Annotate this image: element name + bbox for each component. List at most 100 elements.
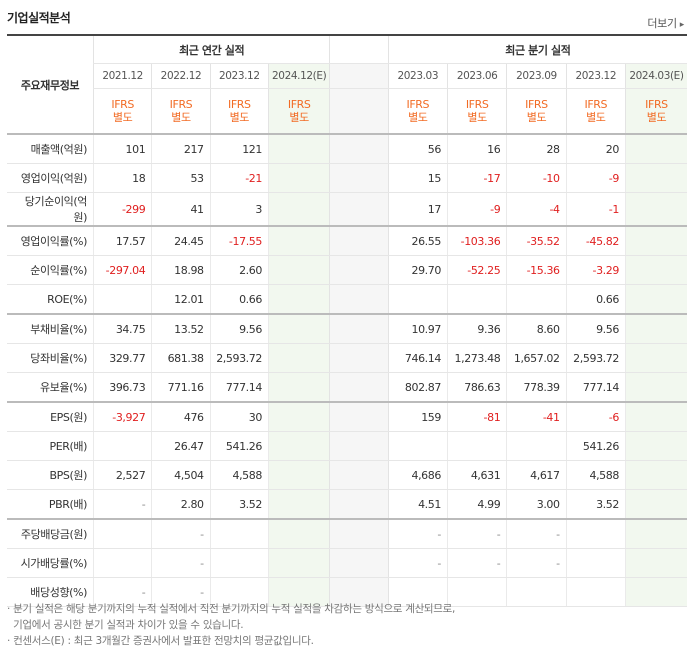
quarter-value-cell: 28 xyxy=(506,133,567,164)
row-label: ROE(%) xyxy=(7,284,94,315)
table-row: 주당배당금(원) - - - - xyxy=(7,518,687,549)
quarter-value-cell xyxy=(446,577,507,607)
group-gap xyxy=(329,577,389,607)
basis-label: IFRS 별도 xyxy=(267,88,330,135)
quarter-value-cell xyxy=(624,284,687,315)
quarter-value-cell xyxy=(506,284,567,315)
quarter-value-cell: - xyxy=(506,548,567,578)
quarter-value-cell: 4,588 xyxy=(565,460,626,490)
annual-value-cell: 18.98 xyxy=(151,255,211,285)
annual-value-cell xyxy=(92,284,152,315)
table-row: EPS(원) -3,927 476 30 159 -81 -41 -6 xyxy=(7,401,687,432)
annual-value-cell xyxy=(267,460,330,490)
annual-group-title: 최근 연간 실적 xyxy=(92,36,330,64)
quarter-value-cell xyxy=(506,431,567,461)
quarter-value-cell: -81 xyxy=(446,401,507,432)
group-gap xyxy=(329,63,389,89)
basis-text: IFRS 별도 xyxy=(287,98,311,124)
annual-value-cell xyxy=(267,372,330,403)
annual-value-cell: 541.26 xyxy=(209,431,269,461)
basis-text: IFRS 별도 xyxy=(525,98,548,124)
annual-value-cell: 24.45 xyxy=(151,225,211,256)
annual-period-header: 2022.12 xyxy=(151,63,211,89)
quarter-value-cell: 777.14 xyxy=(565,372,626,403)
annual-value-cell: 4,588 xyxy=(209,460,269,490)
annual-value-cell: 217 xyxy=(151,133,211,164)
row-label: 당좌비율(%) xyxy=(7,343,94,373)
annual-period-header: 2024.12(E) xyxy=(267,63,330,89)
quarter-value-cell: 4,686 xyxy=(387,460,448,490)
quarter-value-cell xyxy=(624,431,687,461)
annual-value-cell xyxy=(267,192,330,227)
group-gap xyxy=(329,401,389,432)
basis-text: IFRS 별도 xyxy=(645,98,668,124)
quarter-value-cell xyxy=(624,163,687,193)
quarter-value-cell: 8.60 xyxy=(506,313,567,344)
table-row: 당좌비율(%) 329.77 681.38 2,593.72 746.14 1,273.4… xyxy=(7,343,687,373)
quarter-value-cell: -17 xyxy=(446,163,507,193)
annual-value-cell xyxy=(209,518,269,549)
annual-value-cell: 2,527 xyxy=(92,460,152,490)
quarter-value-cell xyxy=(565,577,626,607)
annual-value-cell xyxy=(267,255,330,285)
quarter-value-cell: 3.52 xyxy=(565,489,626,520)
basis-label: IFRS 별도 xyxy=(151,88,211,135)
annual-value-cell xyxy=(209,577,269,607)
group-gap xyxy=(329,460,389,490)
quarter-value-cell: -1 xyxy=(565,192,626,227)
row-label: 영업이익률(%) xyxy=(7,225,94,256)
quarter-value-cell: 1,657.02 xyxy=(506,343,567,373)
quarter-value-cell: -103.36 xyxy=(446,225,507,256)
quarter-period-header: 2023.12 xyxy=(565,63,626,89)
quarter-value-cell: - xyxy=(387,548,448,578)
table-row: ROE(%) 12.01 0.66 0.66 xyxy=(7,284,687,315)
basis-label: IFRS 별도 xyxy=(624,88,687,135)
basis-label: IFRS 별도 xyxy=(92,88,152,135)
annual-period-header: 2021.12 xyxy=(92,63,152,89)
more-link[interactable]: 더보기 ▸ xyxy=(647,15,684,31)
annual-value-cell: 9.56 xyxy=(209,313,269,344)
quarter-value-cell: 17 xyxy=(387,192,448,227)
quarter-value-cell xyxy=(624,518,687,549)
annual-value-cell xyxy=(92,518,152,549)
group-gap xyxy=(329,548,389,578)
table-row: 순이익률(%) -297.04 18.98 2.60 29.70 -52.25 -15.36… xyxy=(7,255,687,285)
corner-label: 주요재무정보 xyxy=(7,36,94,135)
row-label: PER(배) xyxy=(7,431,94,461)
table-row: 유보율(%) 396.73 771.16 777.14 802.87 786.63 778.… xyxy=(7,372,687,403)
annual-value-cell xyxy=(267,284,330,315)
table-row: 매출액(억원) 101 217 121 56 16 28 20 xyxy=(7,133,687,164)
annual-value-cell xyxy=(267,313,330,344)
basis-row: IFRS 별도 IFRS 별도 IFRS 별도 IFRS 별도 IFRS 별도 IFRS … xyxy=(7,88,687,135)
quarter-value-cell: 802.87 xyxy=(387,372,448,403)
quarter-value-cell xyxy=(624,133,687,164)
annual-value-cell: 3 xyxy=(209,192,269,227)
quarter-value-cell: -9 xyxy=(446,192,507,227)
quarter-value-cell xyxy=(387,431,448,461)
annual-value-cell: -297.04 xyxy=(92,255,152,285)
row-label: EPS(원) xyxy=(7,401,94,432)
row-label: 주당배당금(원) xyxy=(7,518,94,549)
quarter-value-cell: -4 xyxy=(506,192,567,227)
quarter-value-cell: 1,273.48 xyxy=(446,343,507,373)
basis-text: IFRS 별도 xyxy=(465,98,489,124)
basis-label: IFRS 별도 xyxy=(506,88,567,135)
basis-text: IFRS 별도 xyxy=(111,98,134,124)
annual-value-cell: 396.73 xyxy=(92,372,152,403)
annual-value-cell: 41 xyxy=(151,192,211,227)
quarter-value-cell xyxy=(624,489,687,520)
annual-value-cell: 2.60 xyxy=(209,255,269,285)
basis-text: IFRS 별도 xyxy=(406,98,430,124)
basis-text: IFRS 별도 xyxy=(584,98,608,124)
annual-value-cell xyxy=(92,548,152,578)
quarter-value-cell: 16 xyxy=(446,133,507,164)
row-label: 순이익률(%) xyxy=(7,255,94,285)
quarter-value-cell: - xyxy=(446,548,507,578)
quarter-value-cell xyxy=(624,577,687,607)
table-row: 시가배당률(%) - - - - xyxy=(7,548,687,578)
annual-value-cell: 771.16 xyxy=(151,372,211,403)
quarter-value-cell: 4.99 xyxy=(446,489,507,520)
row-label: 시가배당률(%) xyxy=(7,548,94,578)
annual-value-cell: 101 xyxy=(92,133,152,164)
row-label: 부채비율(%) xyxy=(7,313,94,344)
